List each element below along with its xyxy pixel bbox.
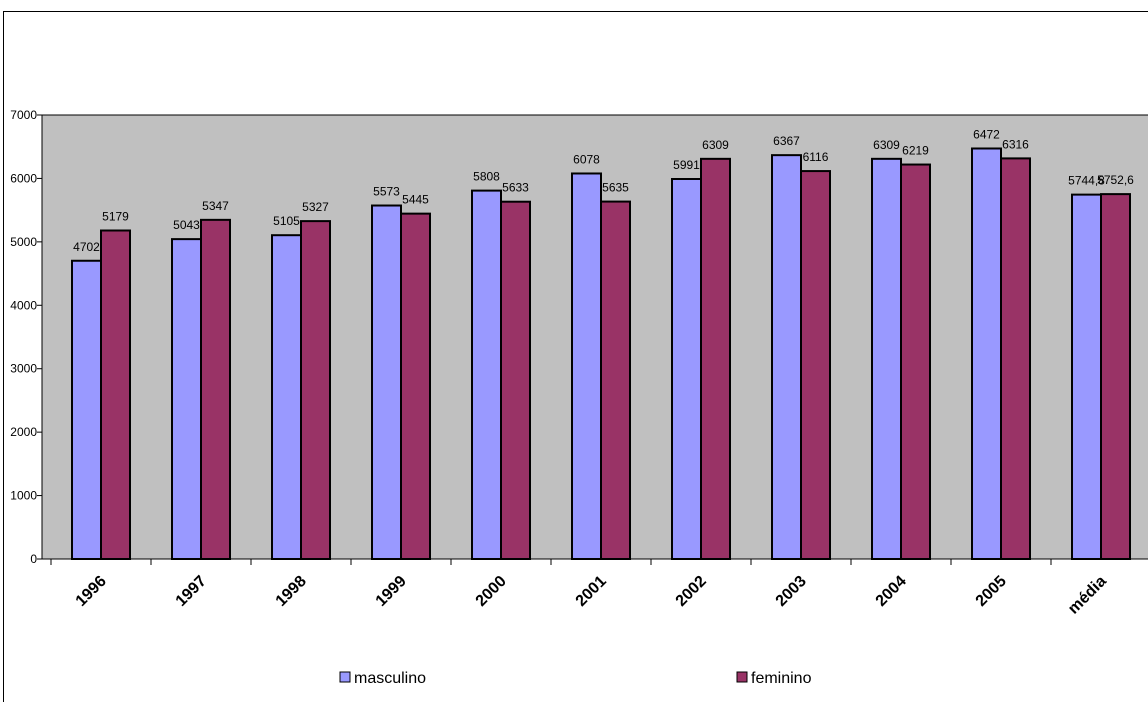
- data-label-feminino-2005: 6316: [1002, 137, 1029, 151]
- bar-feminino-2001: [601, 202, 630, 559]
- bar-masculino-2005: [972, 148, 1001, 559]
- bar-feminino-2005: [1001, 158, 1030, 559]
- bar-feminino-2002: [701, 159, 730, 559]
- bar-feminino-1999: [401, 214, 430, 559]
- bar-feminino-média: [1101, 194, 1130, 559]
- data-label-feminino-2004: 6219: [902, 144, 929, 158]
- y-tick-label: 3000: [10, 362, 37, 376]
- data-label-masculino-1996: 4702: [73, 240, 100, 254]
- data-label-masculino-2001: 6078: [573, 152, 600, 166]
- bar-masculino-2000: [472, 191, 501, 559]
- bar-feminino-1998: [301, 221, 330, 559]
- bar-feminino-2003: [801, 171, 830, 559]
- bar-feminino-2000: [501, 202, 530, 559]
- data-label-feminino-2001: 5635: [602, 181, 629, 195]
- data-label-masculino-1998: 5105: [273, 214, 300, 228]
- data-label-feminino-1998: 5327: [302, 200, 329, 214]
- data-label-feminino-média: 5752,6: [1097, 173, 1134, 187]
- bar-masculino-1996: [72, 261, 101, 559]
- data-label-masculino-2005: 6472: [973, 127, 1000, 141]
- y-tick-label: 5000: [10, 235, 37, 249]
- y-tick-label: 0: [30, 552, 37, 566]
- y-tick-label: 7000: [10, 108, 37, 122]
- legend-label-masculino: masculino: [354, 670, 426, 687]
- y-tick-label: 4000: [10, 298, 37, 312]
- bar-masculino-2001: [572, 173, 601, 559]
- bar-masculino-2004: [872, 159, 901, 559]
- bar-masculino-2002: [672, 179, 701, 559]
- data-label-masculino-1999: 5573: [373, 185, 400, 199]
- legend-swatch-feminino: [737, 672, 747, 682]
- data-label-feminino-2000: 5633: [502, 181, 529, 195]
- bar-masculino-1997: [172, 239, 201, 559]
- data-label-feminino-2003: 6116: [803, 150, 829, 164]
- y-tick-label: 1000: [10, 489, 37, 503]
- data-label-feminino-1999: 5445: [402, 193, 429, 207]
- bar-masculino-2003: [772, 155, 801, 559]
- bar-feminino-2004: [901, 165, 930, 559]
- bar-masculino-1998: [272, 235, 301, 559]
- legend-label-feminino: feminino: [751, 670, 812, 687]
- data-label-masculino-2004: 6309: [873, 138, 900, 152]
- data-label-masculino-1997: 5043: [173, 218, 200, 232]
- data-label-feminino-1996: 5179: [102, 210, 129, 224]
- legend-swatch-masculino: [340, 672, 350, 682]
- y-tick-label: 2000: [10, 425, 37, 439]
- data-label-masculino-2003: 6367: [773, 134, 800, 148]
- bar-feminino-1996: [101, 231, 130, 559]
- bar-masculino-média: [1072, 195, 1101, 559]
- data-label-masculino-2000: 5808: [473, 170, 500, 184]
- data-label-masculino-2002: 5991: [673, 158, 700, 172]
- bar-feminino-1997: [201, 220, 230, 559]
- y-tick-label: 6000: [10, 171, 37, 185]
- data-label-feminino-1997: 5347: [202, 199, 229, 213]
- data-label-feminino-2002: 6309: [702, 138, 729, 152]
- bar-masculino-1999: [372, 206, 401, 559]
